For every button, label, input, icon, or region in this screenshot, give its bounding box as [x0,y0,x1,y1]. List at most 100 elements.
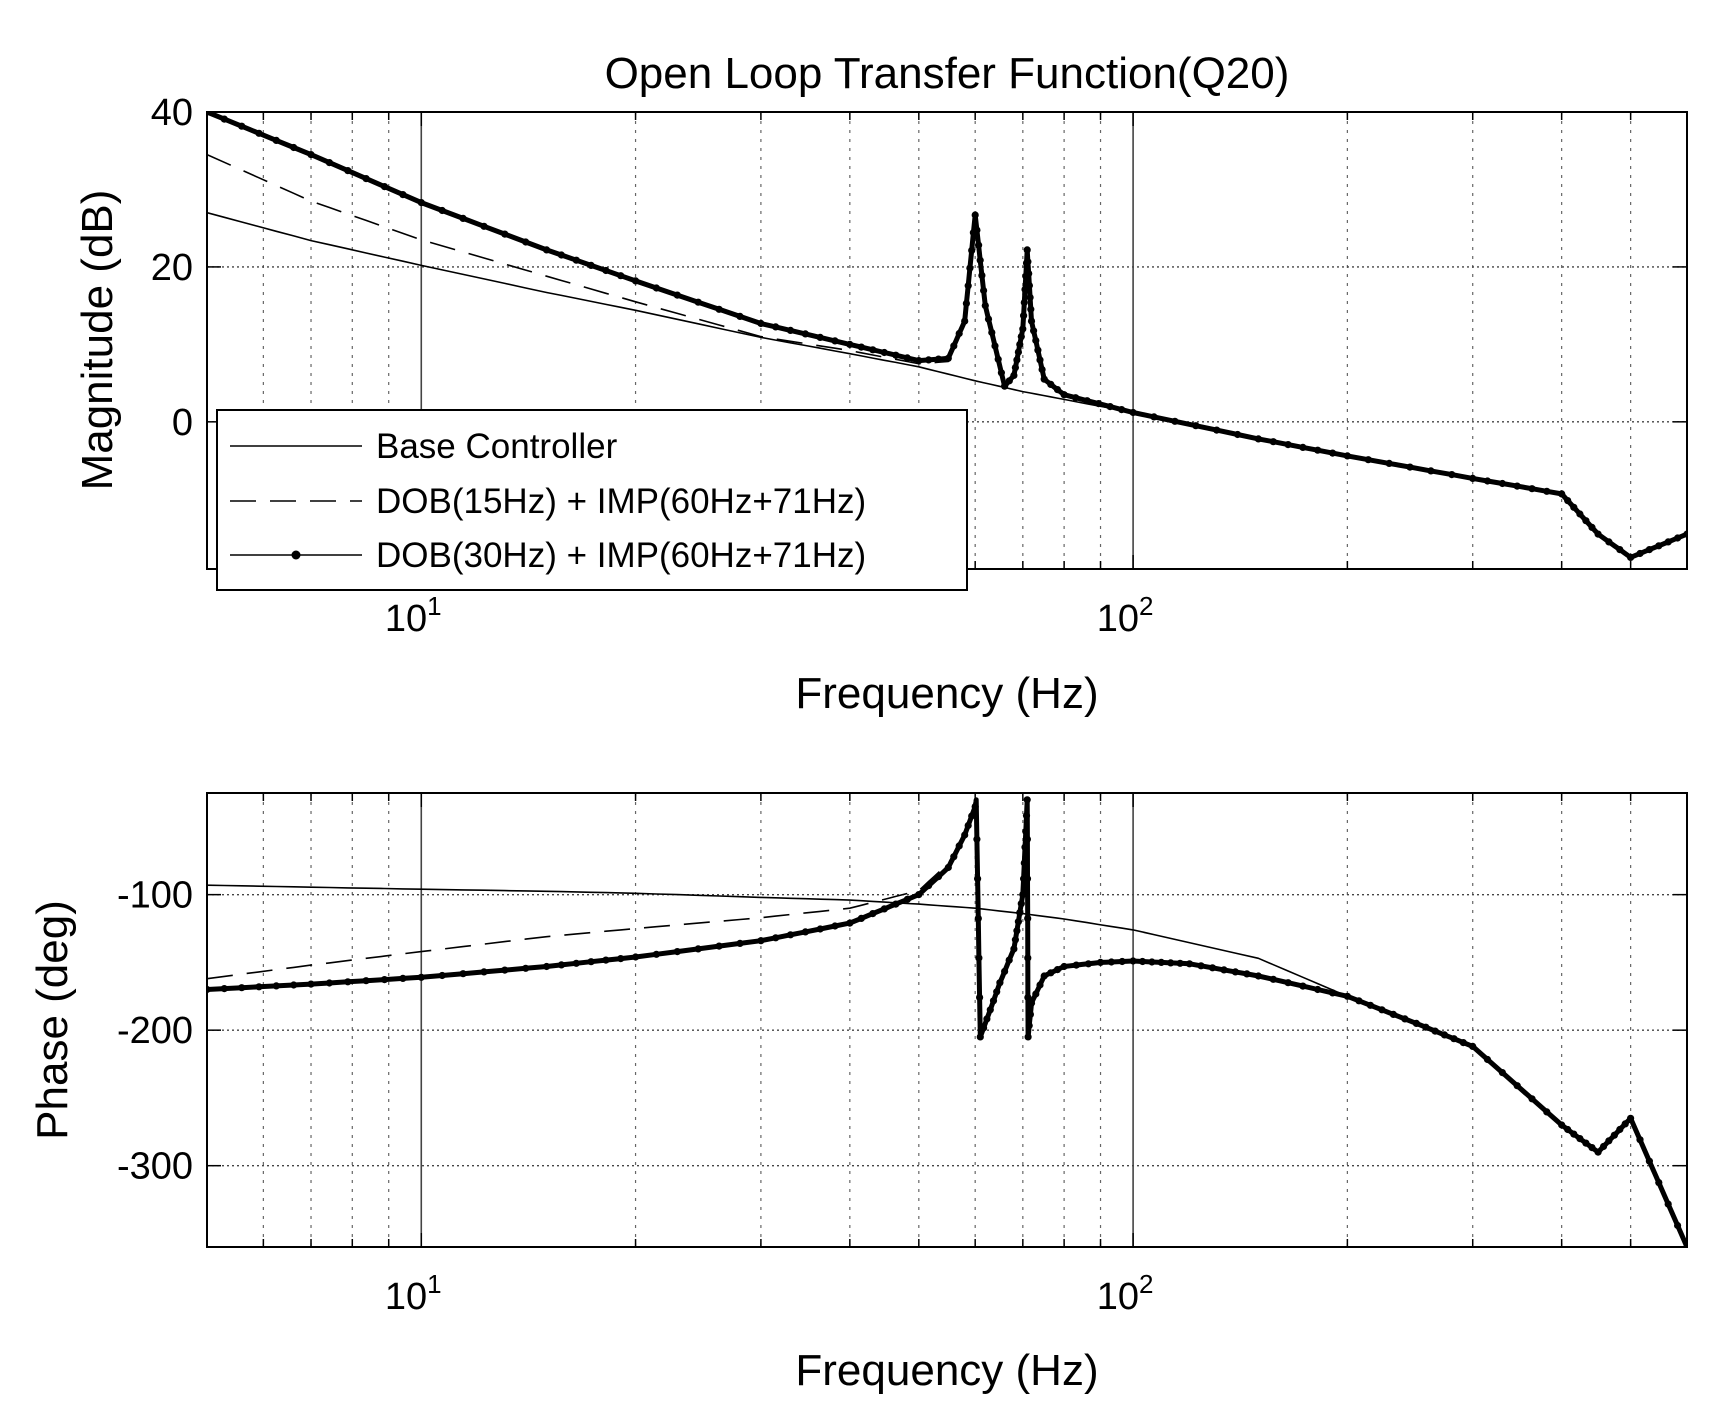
series-marker [1083,397,1091,405]
series-marker [272,136,280,144]
series-marker [786,931,795,939]
series-marker [869,910,877,918]
series-line-1 [207,884,1687,1247]
series-marker [220,985,228,993]
series-marker [572,959,580,967]
series-marker [587,958,595,966]
series-marker [1576,1135,1584,1143]
series-marker [1027,999,1036,1007]
series-marker [694,298,702,306]
series-marker [1627,1114,1635,1122]
series-marker [1020,312,1028,320]
series-marker [1469,474,1477,482]
y-tick-label: -200 [117,1010,193,1052]
series-marker [1412,1019,1420,1027]
series-marker [380,183,389,191]
series-marker [557,961,566,969]
series-marker [1106,403,1114,411]
series-marker [971,211,979,219]
series-marker [399,974,407,983]
series-marker [1023,875,1032,883]
series-marker [325,979,333,987]
x-tick-label: 102 [1097,1269,1154,1318]
series-marker [715,305,723,313]
series-marker [1034,346,1042,354]
series-marker [976,1033,984,1041]
legend-entry-dob15: DOB(15Hz) + IMP(60Hz+71Hz) [376,482,866,521]
series-marker [602,266,610,275]
series-marker [981,302,989,310]
series-marker [892,900,900,908]
series-marker [934,873,943,881]
series-marker [976,256,984,264]
series-marker [1157,958,1165,967]
series-marker [290,981,298,989]
series-marker [1645,1157,1653,1165]
magnitude-plot: Open Loop Transfer Function(Q20) 0 20 40 1… [73,49,1688,718]
legend-swatch-dob30-marker [291,550,301,560]
series-marker [983,1015,991,1023]
legend: Base Controller DOB(15Hz) + IMP(60Hz+71H… [216,409,968,591]
series-marker [974,875,982,883]
series-marker [1329,989,1337,997]
series-marker [417,973,425,981]
series-marker [459,970,467,978]
series-marker [1389,1010,1397,1019]
series-marker [1269,975,1277,983]
series-marker [857,914,865,923]
series-marker [1498,479,1506,488]
series-marker [1005,377,1013,385]
series-marker [986,1006,994,1014]
series-marker [1020,859,1028,867]
series-marker [1148,958,1156,966]
series-marker [1047,969,1055,977]
series-marker [892,351,900,359]
series-marker [438,206,446,215]
series-marker [1450,1035,1458,1043]
series-marker [1558,490,1566,498]
series-marker [757,319,765,328]
series-marker [1314,985,1322,994]
series-marker [1627,553,1635,562]
series-marker [1010,945,1018,953]
phase-x-axis-label: Frequency (Hz) [795,1346,1098,1395]
series-marker [522,964,530,972]
phase-y-ticks: -100 -200 -300 [117,875,193,1188]
series-marker [1588,1144,1596,1152]
series-marker [1234,430,1242,439]
series-marker [1570,1130,1578,1138]
series-marker [652,950,661,958]
series-marker [325,159,333,167]
series-marker [846,340,854,348]
series-marker [1053,966,1062,974]
series-marker [1469,1042,1477,1050]
series-marker [417,199,425,207]
series-marker [1150,413,1158,421]
series-marker [1616,1125,1624,1134]
series-marker [846,919,854,927]
series-marker [1023,246,1031,254]
magnitude-x-ticks: 101 102 [385,591,1154,640]
series-marker [1060,962,1068,971]
series-marker [962,299,971,307]
series-marker [1016,340,1024,348]
series-marker [1582,1139,1590,1147]
series-marker [1385,459,1393,467]
series-marker [772,934,780,942]
series-marker [1605,538,1613,546]
series-marker [971,803,979,811]
series-marker [736,939,744,948]
series-marker [772,323,780,331]
series-marker [944,863,952,872]
series-marker [1208,964,1217,972]
series-marker [1513,482,1521,490]
series-marker [1010,371,1018,379]
series-marker [966,264,974,272]
phase-plot: -100 -200 -300 101 102 Frequency (Hz) Phase… [28,792,1688,1395]
series-marker [238,122,246,130]
series-marker [1220,966,1228,974]
series-marker [1053,386,1062,394]
series-marker [978,271,986,279]
series-marker [964,282,972,290]
series-marker [903,895,911,904]
